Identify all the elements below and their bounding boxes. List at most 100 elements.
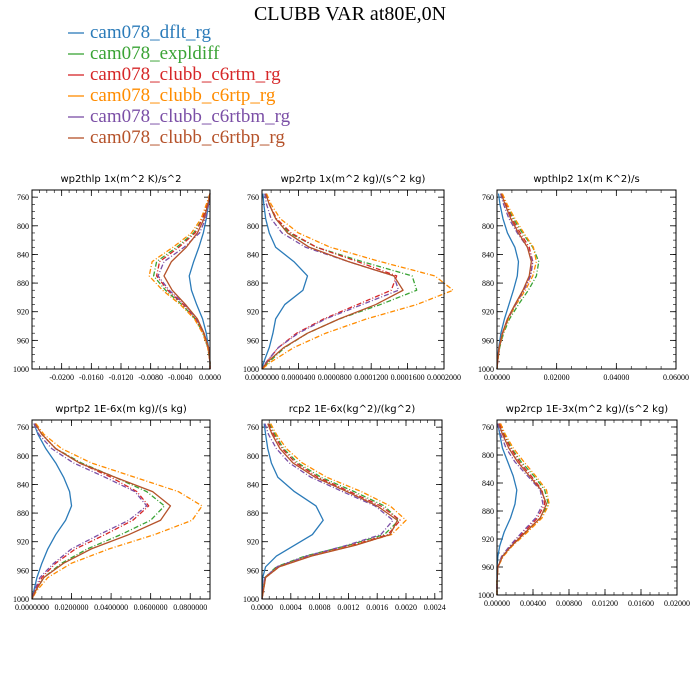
series-line xyxy=(261,193,454,370)
x-tick-label: 0.02000 xyxy=(664,599,690,608)
panel-title: wprtp2 1E-6x(m kg)/(s kg) xyxy=(55,404,187,415)
y-tick-label: 1000 xyxy=(243,595,259,604)
series-line xyxy=(157,193,211,369)
x-tick-label: 0.0001600 xyxy=(391,373,425,382)
series-line xyxy=(155,193,211,369)
legend: cam078_dflt_rgcam078_expldiffcam078_club… xyxy=(68,22,291,148)
series-line xyxy=(261,423,324,600)
x-tick-label: 0.0012 xyxy=(337,603,359,612)
y-tick-label: 800 xyxy=(482,222,494,231)
series-line xyxy=(261,193,404,370)
plot-frame xyxy=(261,419,443,600)
y-tick-label: 920 xyxy=(247,308,259,317)
series-line xyxy=(496,423,548,595)
x-tick-label: -0.0120 xyxy=(109,373,134,382)
series-line xyxy=(261,423,394,600)
y-tick-label: 840 xyxy=(482,479,494,488)
y-tick-label: 840 xyxy=(17,480,29,489)
y-tick-label: 1000 xyxy=(243,365,259,374)
x-tick-label: 0.00400 xyxy=(520,599,546,608)
panel-title: wpthlp2 1x(m K^2)/s xyxy=(533,174,639,185)
plot-frame xyxy=(261,189,445,370)
x-tick-label: 0.0200000 xyxy=(55,603,89,612)
y-tick-label: 800 xyxy=(17,222,29,231)
x-tick-label: 0.0800000 xyxy=(173,603,207,612)
panel-title: wp2rtp 1x(m^2 kg)/(s^2 kg) xyxy=(281,174,426,185)
x-tick-label: 0.02000 xyxy=(544,373,570,382)
series-line xyxy=(261,193,309,370)
x-tick-label: 0.0400000 xyxy=(94,603,128,612)
y-tick-label: 920 xyxy=(247,538,259,547)
series-line xyxy=(31,423,148,600)
series-line xyxy=(31,423,172,600)
y-tick-label: 880 xyxy=(17,509,29,518)
series-line xyxy=(496,193,538,370)
plot-frame xyxy=(31,419,211,600)
y-tick-label: 960 xyxy=(482,563,494,572)
x-tick-label: 0.06000 xyxy=(663,373,689,382)
y-tick-label: 840 xyxy=(17,250,29,259)
x-tick-label: 0.0016 xyxy=(366,603,388,612)
y-tick-label: 840 xyxy=(247,250,259,259)
x-tick-label: 0.0020 xyxy=(395,603,417,612)
legend-entry: cam078_dflt_rg xyxy=(90,22,212,43)
y-tick-label: 840 xyxy=(247,480,259,489)
x-tick-label: -0.0160 xyxy=(79,373,104,382)
series-line xyxy=(261,193,400,370)
chart-panel: wp2thlp 1x(m^2 K)/s^2 760 800 840 880 920 960 1… xyxy=(13,174,221,382)
y-tick-label: 960 xyxy=(247,336,259,345)
y-tick-label: 760 xyxy=(482,423,494,432)
x-tick-label: -0.0200 xyxy=(49,373,74,382)
series-line xyxy=(152,193,211,369)
x-tick-label: 0.0000000 xyxy=(245,373,279,382)
y-tick-label: 960 xyxy=(17,566,29,575)
y-tick-label: 760 xyxy=(247,193,259,202)
x-tick-label: 0.00000 xyxy=(484,373,510,382)
y-tick-label: 960 xyxy=(247,566,259,575)
series-line xyxy=(31,423,73,600)
series-line xyxy=(496,193,532,370)
x-tick-label: 0.04000 xyxy=(603,373,629,382)
legend-entry: cam078_clubb_c6rtbp_rg xyxy=(90,127,285,148)
chart-panel: wp2rtp 1x(m^2 kg)/(s^2 kg) 760 800 840 880 92… xyxy=(243,174,461,382)
chart-panel: rcp2 1E-6x(kg^2)/(kg^2) 760 800 840 880 920 96… xyxy=(243,404,446,612)
chart-panel: wpthlp2 1x(m K^2)/s 760 800 840 880 920 960 100… xyxy=(478,174,689,382)
y-tick-label: 760 xyxy=(482,193,494,202)
series-line xyxy=(261,423,401,600)
y-tick-label: 960 xyxy=(482,336,494,345)
series-line xyxy=(163,193,211,369)
y-tick-label: 800 xyxy=(17,452,29,461)
y-tick-label: 840 xyxy=(482,250,494,259)
x-tick-label: 0.01200 xyxy=(592,599,618,608)
y-tick-label: 880 xyxy=(482,507,494,516)
x-tick-label: 0.0024 xyxy=(424,603,446,612)
figure-title: CLUBB VAR at80E,0N xyxy=(254,3,446,25)
x-tick-label: 0.0001200 xyxy=(354,373,388,382)
x-tick-label: 0.0008 xyxy=(309,603,331,612)
legend-entry: cam078_clubb_c6rtm_rg xyxy=(90,64,281,85)
x-tick-label: 0.00800 xyxy=(556,599,582,608)
series-line xyxy=(496,193,534,370)
y-tick-label: 760 xyxy=(247,423,259,432)
panel-title: rcp2 1E-6x(kg^2)/(kg^2) xyxy=(289,404,416,415)
y-tick-label: 880 xyxy=(17,279,29,288)
chart-panel: wprtp2 1E-6x(m kg)/(s kg) 760 800 840 880 920… xyxy=(13,404,211,612)
x-tick-label: 0.0000 xyxy=(199,373,221,382)
x-tick-label: 0.00000 xyxy=(484,599,510,608)
y-tick-label: 1000 xyxy=(13,365,29,374)
panels: wp2thlp 1x(m^2 K)/s^2 760 800 840 880 920 960 1… xyxy=(13,174,690,612)
x-tick-label: 0.01600 xyxy=(628,599,654,608)
y-tick-label: 760 xyxy=(17,423,29,432)
legend-entry: cam078_clubb_c6rtp_rg xyxy=(90,85,276,106)
y-tick-label: 800 xyxy=(247,452,259,461)
x-tick-label: 0.0000400 xyxy=(281,373,315,382)
y-tick-label: 880 xyxy=(247,279,259,288)
y-tick-label: 920 xyxy=(482,535,494,544)
plot-frame xyxy=(31,189,211,370)
x-tick-label: -0.0080 xyxy=(138,373,163,382)
x-tick-label: 0.0000 xyxy=(251,603,273,612)
series-line xyxy=(31,423,203,600)
y-tick-label: 1000 xyxy=(478,591,494,600)
y-tick-label: 960 xyxy=(17,336,29,345)
legend-entry: cam078_expldiff xyxy=(90,43,220,64)
